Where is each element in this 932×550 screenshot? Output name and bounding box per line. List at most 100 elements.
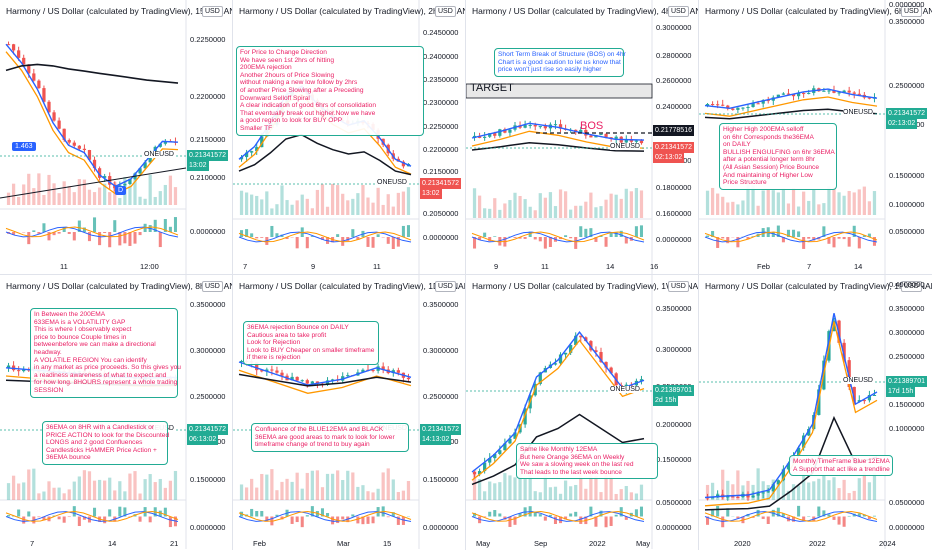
chart-annotation-note[interactable]: 36EMA on 8HR with a Candlestick or PRICE …	[42, 421, 169, 465]
chart-annotation-note[interactable]: 36EMA rejection Bounce on DAILY Cautious …	[243, 321, 379, 365]
volume-bar	[391, 206, 395, 215]
volume-bar	[32, 468, 36, 500]
macd-histogram-bar	[797, 505, 801, 517]
chart-panel-4h[interactable]: Harmony / US Dollar (calculated by Tradi…	[466, 0, 698, 274]
volume-bar	[305, 198, 309, 215]
chart-annotation-note[interactable]: For Price to Change Direction We have see…	[236, 46, 424, 136]
macd-histogram-bar	[776, 225, 780, 237]
price-plot[interactable]	[466, 0, 698, 274]
volume-bar	[533, 491, 537, 500]
column-divider	[232, 0, 233, 550]
macd-histogram-bar	[376, 234, 380, 237]
macd-histogram-bar	[483, 516, 487, 518]
annotation-line: (All Asian Session) Price Bounce	[723, 163, 820, 171]
currency-button[interactable]: USD	[901, 6, 922, 17]
annotation-line: for how long. 8HOURS represent a whole t…	[34, 379, 178, 387]
price-axis-label: 0.3500000	[889, 304, 925, 313]
volume-bar	[796, 206, 801, 215]
volume-bar	[143, 198, 147, 205]
volume-bar	[77, 476, 81, 500]
volume-bar	[867, 201, 872, 215]
chart-panel-2h[interactable]: Harmony / US Dollar (calculated by Tradi…	[233, 0, 465, 274]
chart-annotation-note[interactable]: Short Term Break of Structure (BOS) on 4…	[494, 48, 626, 77]
volume-bar	[867, 482, 872, 500]
chart-panel-8h[interactable]: Harmony / US Dollar (calculated by Tradi…	[0, 275, 232, 550]
currency-button[interactable]: USD	[202, 6, 223, 17]
macd-histogram-bar	[533, 512, 537, 517]
volume-bar	[624, 486, 628, 500]
candle-body	[842, 90, 846, 93]
price-axis-label: 0.2500000	[889, 81, 925, 90]
chart-panel-1m[interactable]: Harmony / US Dollar (calculated by Tradi…	[699, 275, 932, 550]
macd-histogram-bar	[872, 515, 876, 517]
volume-bar	[173, 470, 178, 500]
volume-bar	[756, 468, 760, 500]
volume-bar	[822, 203, 826, 215]
price-axis-label: 0.0000000	[423, 233, 459, 242]
macd-histogram-bar	[113, 220, 117, 232]
candle-body	[503, 443, 507, 451]
chart-annotation-note[interactable]: Higher High 200EMA selloff on 6hr Corresp…	[719, 123, 837, 190]
chart-annotation-note[interactable]: In Between the 200EMA 633EMA is a VOLATIL…	[30, 308, 181, 398]
macd-histogram-bar	[781, 237, 785, 243]
volume-bar	[92, 480, 97, 500]
candle-body	[736, 107, 740, 110]
chart-panel-6h[interactable]: Harmony / US Dollar (calculated by Tradi…	[699, 0, 932, 274]
macd-histogram-bar	[837, 237, 841, 239]
price-plot[interactable]	[466, 275, 698, 550]
macd-histogram-bar	[123, 507, 127, 517]
chart-panel-1w[interactable]: Harmony / US Dollar (calculated by Tradi…	[466, 275, 698, 550]
volume-bar	[553, 486, 558, 500]
macd-histogram-bar	[351, 229, 355, 237]
chart-panel-1d[interactable]: Harmony / US Dollar (calculated by Tradi…	[233, 275, 465, 550]
currency-button[interactable]: USD	[668, 281, 689, 292]
chart-annotation-note[interactable]: Same like Monthly 12EMA But here Orange 3…	[516, 443, 658, 480]
volume-bar	[57, 487, 61, 500]
candle-body	[265, 369, 269, 372]
last-price-badge: 0.21341572	[886, 108, 927, 119]
chart-annotation-note[interactable]: Confluence of the BLUE12EMA and BLACK 36E…	[251, 423, 409, 452]
candle-body	[493, 133, 497, 136]
volume-bar	[710, 187, 715, 215]
macd-histogram-bar	[771, 232, 775, 237]
macd-histogram-bar	[108, 232, 112, 248]
price-plot[interactable]	[699, 275, 932, 550]
volume-bar	[629, 492, 633, 500]
chart-panel-15m[interactable]: Harmony / US Dollar (calculated by Tradi…	[0, 0, 232, 274]
macd-histogram-bar	[711, 230, 715, 237]
candle-body	[731, 108, 735, 110]
candle-body	[138, 168, 142, 174]
macd-histogram-bar	[624, 237, 628, 244]
currency-button[interactable]: USD	[202, 281, 223, 292]
candle-body	[406, 377, 411, 380]
chart-annotation-note[interactable]: Monthly TimeFrame Blue 12EMA A Support th…	[789, 455, 893, 477]
macd-histogram-bar	[77, 516, 81, 527]
volume-bar	[128, 473, 132, 500]
price-plot[interactable]	[233, 275, 465, 550]
volume-bar	[629, 191, 633, 218]
price-axis-label: 0.2250000	[423, 122, 459, 131]
volume-bar	[351, 198, 355, 215]
currency-button[interactable]: USD	[435, 6, 456, 17]
candle-body	[22, 57, 26, 65]
macd-line	[238, 231, 412, 243]
macd-histogram-bar	[57, 232, 61, 234]
price-plot[interactable]	[0, 0, 232, 274]
currency-button[interactable]: USD	[901, 281, 922, 292]
macd-line	[5, 511, 179, 522]
chart-title: Harmony / US Dollar (calculated by Tradi…	[239, 281, 465, 291]
target-label: TARGET	[470, 82, 514, 94]
macd-signal-line	[704, 510, 878, 522]
volume-bar	[138, 196, 142, 205]
annotation-line: Same like Monthly 12EMA	[520, 446, 598, 453]
currency-button[interactable]: USD	[668, 6, 689, 17]
volume-bar	[776, 483, 780, 500]
macd-histogram-bar	[270, 225, 274, 237]
volume-bar	[594, 207, 598, 218]
candle-body	[761, 100, 765, 104]
candle-body	[726, 496, 730, 498]
currency-button[interactable]: USD	[435, 281, 456, 292]
price-axis-label: 0.4000000	[889, 280, 925, 289]
annotation-line: Cautious area to take profit	[247, 331, 327, 339]
annotation-line: In Between the 200EMA	[34, 311, 106, 318]
